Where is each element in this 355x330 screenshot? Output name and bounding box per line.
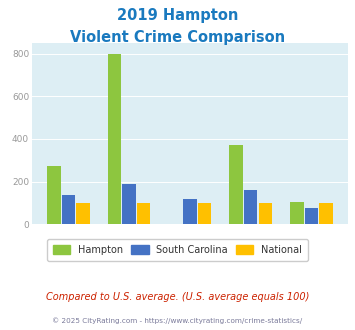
Text: 2019 Hampton: 2019 Hampton [117,8,238,23]
Text: Compared to U.S. average. (U.S. average equals 100): Compared to U.S. average. (U.S. average … [46,292,309,302]
Bar [198,203,211,224]
Bar [122,184,136,224]
Bar [108,53,121,224]
Bar [320,203,333,224]
Bar [258,203,272,224]
Bar [76,203,90,224]
Bar [305,208,318,224]
Text: © 2025 CityRating.com - https://www.cityrating.com/crime-statistics/: © 2025 CityRating.com - https://www.city… [53,317,302,324]
Bar [62,194,75,224]
Bar [290,202,304,224]
Bar [244,190,257,224]
Text: Violent Crime Comparison: Violent Crime Comparison [70,30,285,45]
Bar [183,199,197,224]
Bar [137,203,151,224]
Bar [47,166,60,224]
Legend: Hampton, South Carolina, National: Hampton, South Carolina, National [47,239,308,261]
Bar [229,146,243,224]
